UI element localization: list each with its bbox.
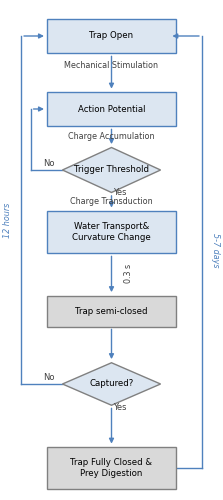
FancyBboxPatch shape — [47, 92, 176, 126]
Text: Trap Fully Closed &
Prey Digestion: Trap Fully Closed & Prey Digestion — [70, 458, 153, 478]
Text: Charge Accumulation: Charge Accumulation — [68, 132, 155, 141]
FancyBboxPatch shape — [47, 447, 176, 489]
Text: 12 hours: 12 hours — [3, 202, 12, 237]
Text: Captured?: Captured? — [89, 380, 134, 388]
Polygon shape — [62, 148, 161, 192]
Text: No: No — [43, 160, 55, 168]
Text: Yes: Yes — [113, 403, 126, 412]
FancyBboxPatch shape — [47, 211, 176, 253]
Text: Trap Open: Trap Open — [89, 32, 134, 40]
Text: Mechanical Stimulation: Mechanical Stimulation — [64, 62, 159, 70]
Text: Water Transport&
Curvature Change: Water Transport& Curvature Change — [72, 222, 151, 242]
Text: Yes: Yes — [113, 188, 126, 197]
FancyBboxPatch shape — [47, 296, 176, 326]
Text: 5-7 days: 5-7 days — [211, 233, 220, 267]
FancyBboxPatch shape — [47, 19, 176, 53]
Text: Trap semi-closed: Trap semi-closed — [75, 306, 148, 316]
Text: 0.3 s: 0.3 s — [124, 264, 133, 282]
Text: Action Potential: Action Potential — [78, 104, 145, 114]
Text: Trigger Threshold: Trigger Threshold — [74, 166, 149, 174]
Text: No: No — [43, 374, 55, 382]
Polygon shape — [62, 363, 161, 405]
Text: Charge Transduction: Charge Transduction — [70, 196, 153, 205]
